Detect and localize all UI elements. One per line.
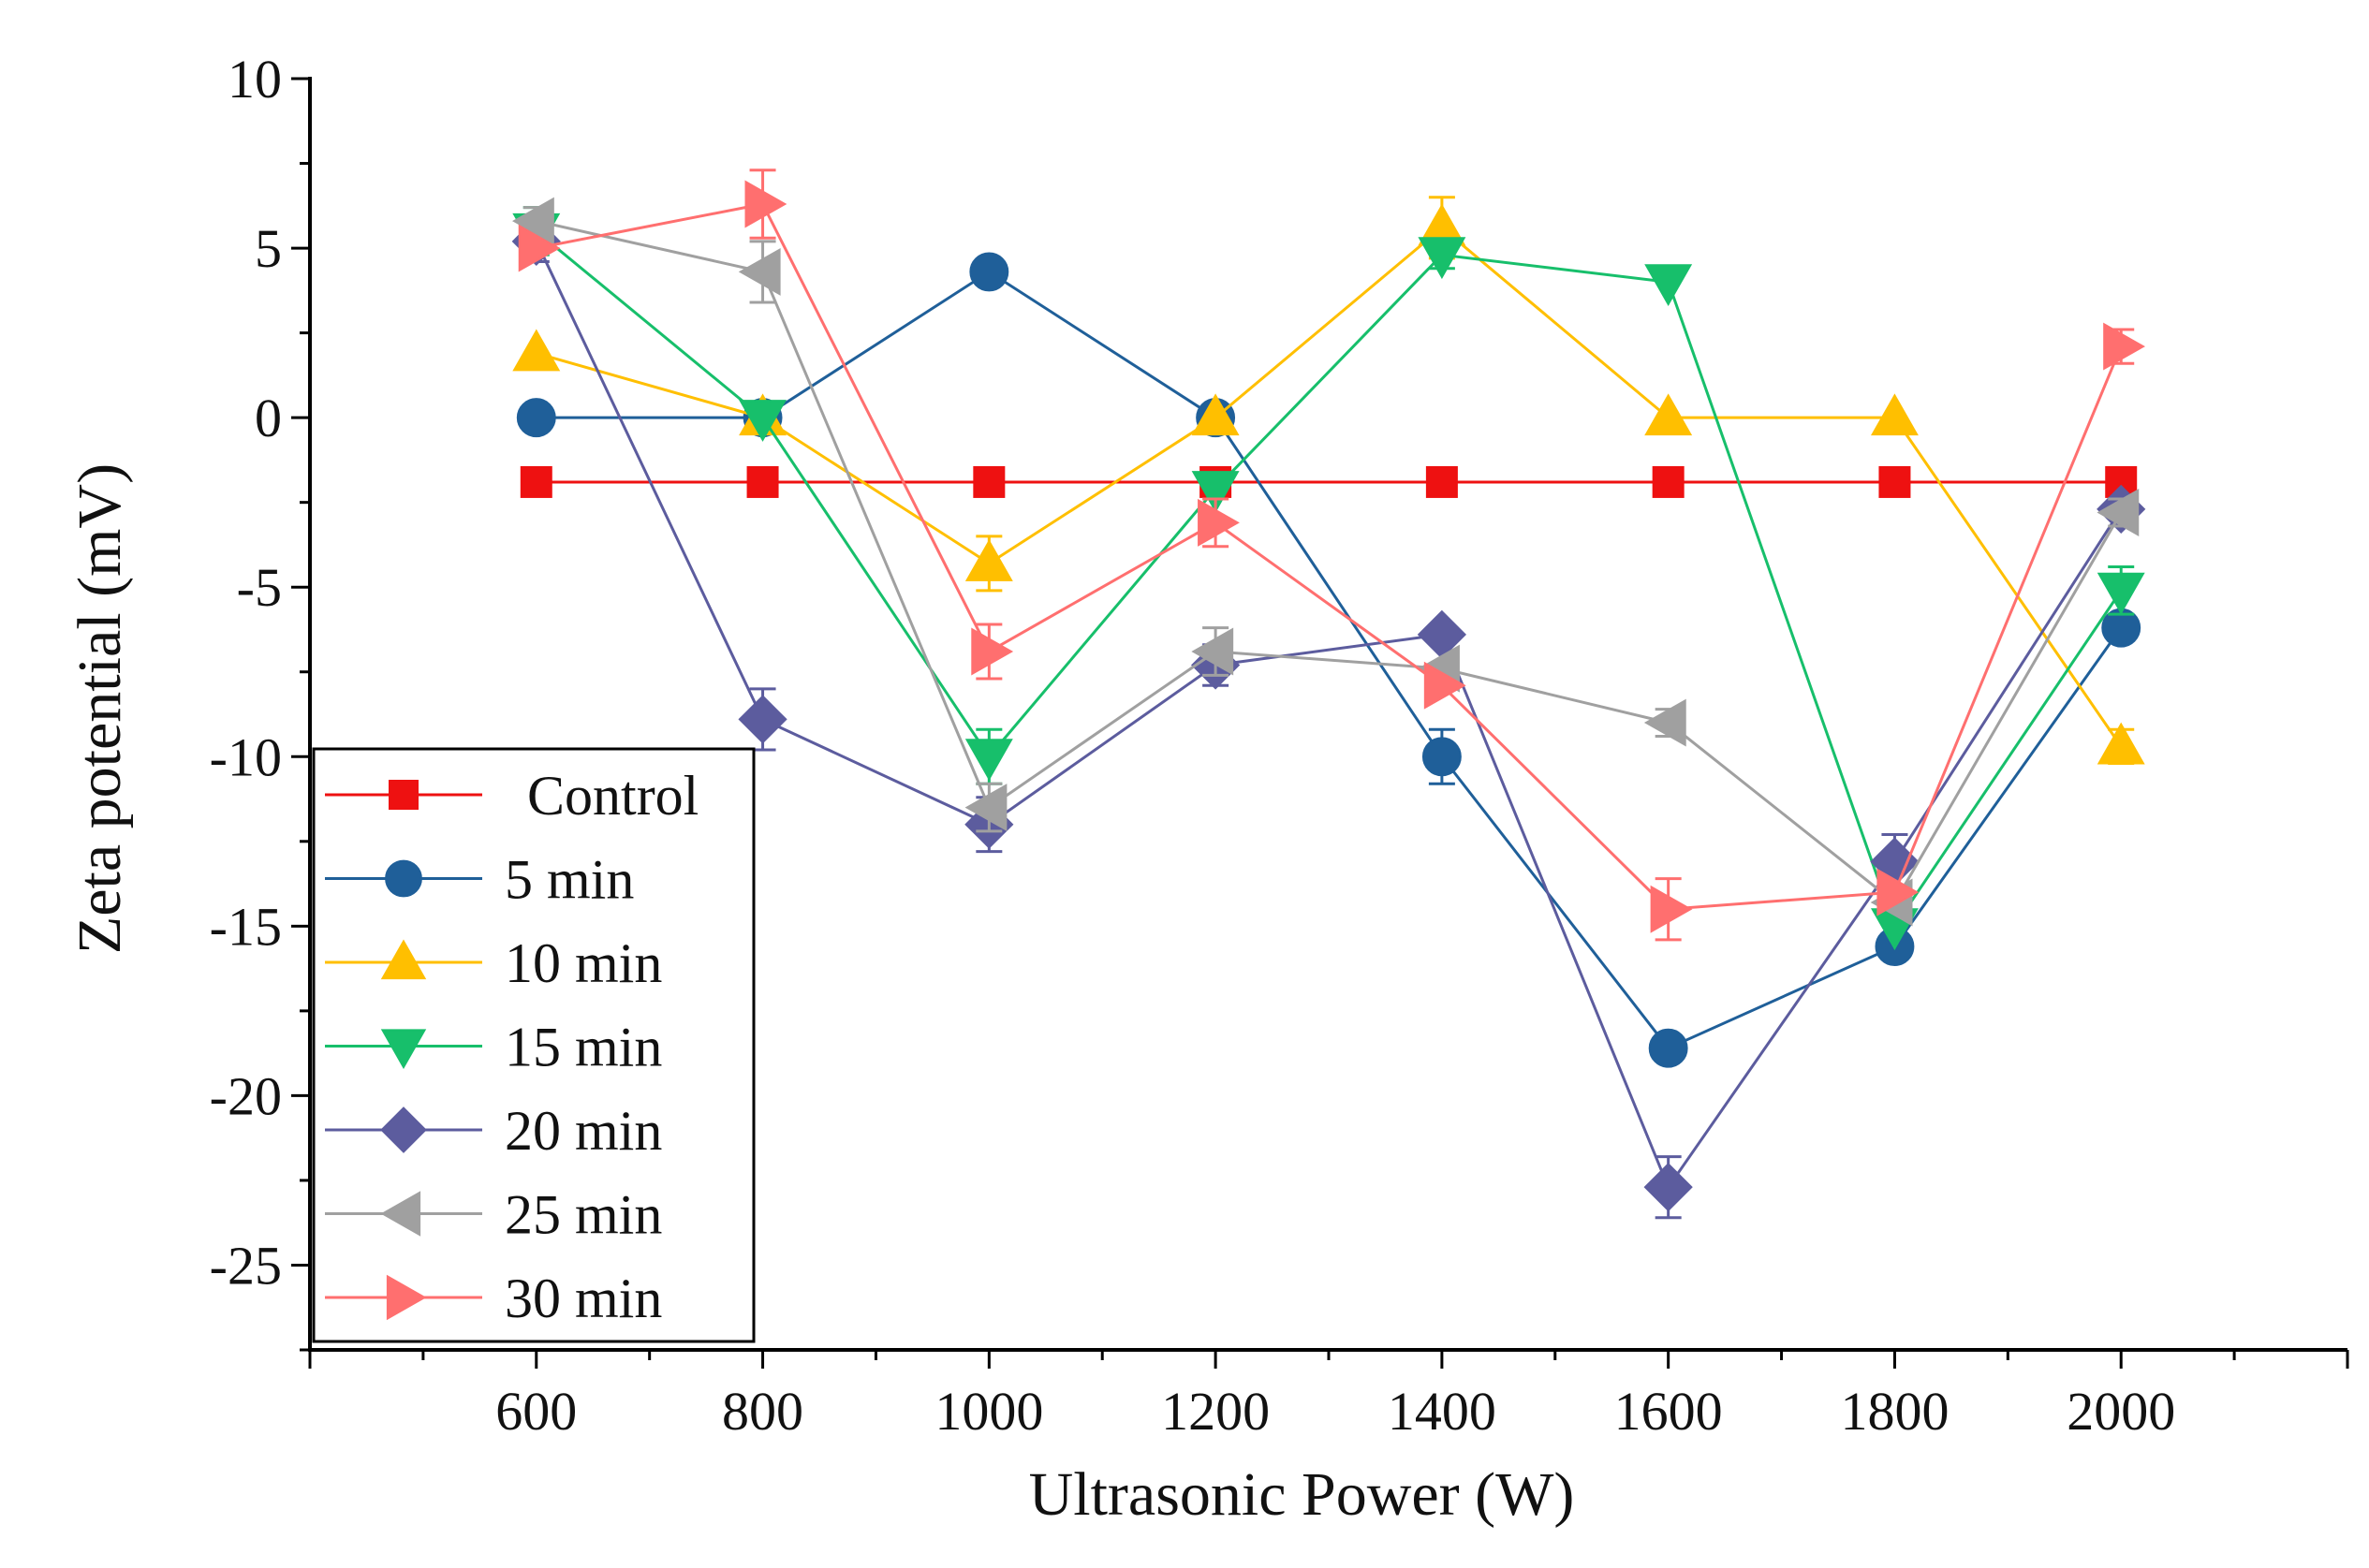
legend-label: 20 min: [505, 1100, 662, 1162]
data-point-5-min: [1421, 737, 1462, 777]
data-point-control: [973, 465, 1006, 498]
x-tick-label: 600: [495, 1381, 577, 1442]
data-point-25-min: [738, 247, 781, 296]
data-point-30-min: [1198, 498, 1240, 547]
data-point-30-min: [518, 224, 561, 272]
data-point-25-min: [1191, 627, 1234, 676]
data-point-control: [1652, 465, 1685, 498]
y-tick-label: -5: [237, 557, 282, 618]
series-line-10-min: [536, 226, 2123, 748]
series-30-min: [518, 169, 2145, 942]
x-axis-title: Ultrasonic Power (W): [1029, 1460, 1575, 1529]
x-tick-label: 1800: [1840, 1381, 1949, 1442]
legend-marker: [385, 859, 422, 898]
data-point-10-min: [1644, 393, 1693, 436]
legend-item-5-min: 5 min: [325, 849, 634, 911]
data-point-control: [746, 465, 779, 498]
legend: Control 5 min 10 min 15 min 20 min 25 min 30 m…: [312, 747, 756, 1343]
data-point-25-min: [964, 784, 1008, 832]
legend-item-control: Control: [325, 765, 699, 827]
data-point-20-min: [738, 695, 787, 744]
data-point-15-min: [2097, 572, 2145, 615]
data-point-15-min: [964, 739, 1013, 782]
data-point-15-min: [1191, 471, 1240, 513]
data-point-10-min: [2097, 722, 2145, 765]
data-point-30-min: [1650, 885, 1693, 933]
legend-label: 5 min: [505, 849, 634, 911]
legend-label: 25 min: [505, 1184, 662, 1246]
x-tick-label: 2000: [2067, 1381, 2175, 1442]
axes-layer: 10 5 0 -5 -10 -15 -20 -25 600 800 1000 1200 1400 1600…: [210, 49, 2349, 1442]
data-point-control: [520, 465, 552, 498]
y-tick-label: -15: [210, 896, 282, 957]
y-tick-label: 0: [255, 388, 282, 448]
legend-item-15-min: 15 min: [325, 1017, 662, 1078]
series-line-20-min: [535, 241, 2123, 1191]
data-point-25-min: [1643, 698, 1686, 747]
data-point-15-min: [739, 400, 787, 442]
y-tick-label: -20: [210, 1065, 282, 1126]
series-line-30-min: [536, 202, 2123, 911]
series-line-5-min: [536, 270, 2123, 1050]
legend-marker: [380, 1106, 427, 1153]
series-10-min: [512, 196, 2145, 766]
y-axis-title: Zeta potential (mV): [66, 463, 134, 954]
y-tick-label: -10: [210, 726, 282, 787]
legend-item-10-min: 10 min: [325, 932, 662, 994]
legend-item-25-min: 25 min: [325, 1184, 662, 1246]
legend-item-30-min: 30 min: [325, 1268, 662, 1329]
x-tick-label: 1200: [1161, 1381, 1270, 1442]
legend-label: 15 min: [505, 1017, 662, 1078]
legend-label: Control: [527, 765, 699, 827]
legend-marker: [380, 1191, 421, 1237]
series-line-25-min: [536, 219, 2123, 905]
data-point-30-min: [1423, 661, 1466, 710]
data-point-30-min: [971, 627, 1014, 676]
series-25-min: [512, 197, 2140, 927]
data-point-25-min: [512, 197, 554, 245]
x-tick-label: 1000: [934, 1381, 1043, 1442]
legend-item-20-min: 20 min: [325, 1100, 662, 1162]
legend-label: 10 min: [505, 932, 662, 994]
data-point-15-min: [1418, 237, 1466, 280]
legend-marker: [380, 1029, 427, 1070]
data-point-control: [1878, 465, 1911, 498]
data-point-10-min: [1870, 393, 1919, 436]
plot-layer: [511, 169, 2146, 1220]
data-point-control: [2105, 465, 2138, 498]
data-point-5-min: [516, 398, 556, 438]
data-point-10-min: [1191, 393, 1240, 436]
data-point-10-min: [512, 329, 561, 372]
series-20-min: [511, 216, 2146, 1220]
data-point-30-min: [1876, 868, 1920, 916]
legend-marker: [380, 939, 427, 980]
data-point-30-min: [2103, 322, 2145, 371]
data-point-15-min: [1644, 264, 1693, 307]
y-tick-label: -25: [210, 1235, 282, 1296]
series-line-15-min: [535, 229, 2123, 930]
x-tick-label: 800: [722, 1381, 803, 1442]
data-point-5-min: [969, 252, 1009, 292]
data-point-5-min: [1648, 1028, 1688, 1068]
legend-marker: [386, 1274, 427, 1321]
legend-marker: [389, 780, 419, 810]
data-point-30-min: [744, 180, 787, 228]
series-control: [520, 465, 2138, 498]
series-15-min: [512, 206, 2145, 951]
y-tick-label: 10: [228, 49, 282, 110]
data-point-25-min: [2097, 489, 2140, 536]
data-point-20-min: [1643, 1163, 1693, 1212]
legend-label: 30 min: [505, 1268, 662, 1329]
y-tick-label: 5: [255, 218, 282, 279]
data-point-control: [1425, 465, 1458, 498]
x-tick-label: 1600: [1614, 1381, 1723, 1442]
x-tick-label: 1400: [1388, 1381, 1496, 1442]
data-point-10-min: [964, 539, 1013, 581]
